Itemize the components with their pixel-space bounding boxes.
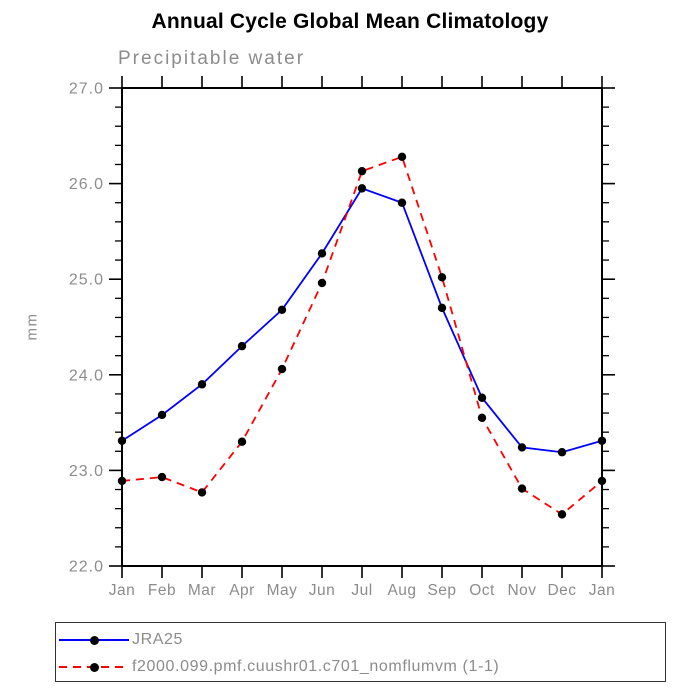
x-tick-label: May	[267, 582, 298, 599]
data-point-marker	[317, 278, 327, 288]
data-point-marker	[517, 443, 527, 452]
x-tick-label: Jan	[109, 582, 136, 599]
data-point-marker	[277, 305, 287, 314]
x-tick-label: Jul	[351, 582, 372, 599]
data-point-marker	[437, 273, 447, 282]
data-point-marker	[157, 410, 167, 420]
data-point-marker	[397, 198, 407, 207]
x-tick-label: Jun	[309, 582, 336, 599]
black-dot-marker-icon	[90, 635, 99, 645]
x-tick-label: Mar	[188, 582, 216, 599]
y-tick-label: 22.0	[69, 559, 104, 576]
chart-subtitle: Precipitable water	[118, 48, 306, 69]
series-line-jra25	[121, 187, 603, 454]
x-tick-label: Sep	[427, 582, 456, 599]
legend-line-sample-solid	[59, 635, 129, 645]
data-point-marker	[117, 476, 127, 486]
data-point-marker	[237, 437, 247, 446]
axis-frame	[121, 87, 603, 567]
x-tick-label: Aug	[387, 582, 416, 599]
data-point-marker	[397, 152, 407, 162]
data-point-marker	[237, 341, 247, 351]
x-tick-label: Dec	[547, 582, 576, 599]
data-point-marker	[597, 476, 607, 486]
legend-line-sample-dashed	[59, 662, 129, 672]
y-tick-label: 23.0	[69, 463, 104, 480]
x-tick-label: Jan	[589, 582, 616, 599]
x-tick-label: Feb	[148, 582, 176, 599]
data-point-marker	[117, 436, 127, 445]
data-point-marker	[437, 303, 447, 313]
data-point-marker	[197, 380, 207, 389]
y-tick-label: 27.0	[69, 81, 104, 98]
data-point-marker	[357, 166, 367, 176]
legend-item-jra25: JRA25	[56, 626, 665, 653]
y-tick-label: 24.0	[69, 367, 104, 384]
x-tick-label: Apr	[229, 582, 255, 599]
data-point-marker	[477, 393, 487, 402]
data-point-marker	[597, 436, 607, 445]
data-point-marker	[197, 488, 207, 497]
x-tick-label: Oct	[469, 582, 495, 599]
data-point-marker	[357, 184, 367, 193]
legend: JRA25 f2000.099.pmf.cuushr01.c701_nomflu…	[55, 622, 666, 682]
legend-item-f2000: f2000.099.pmf.cuushr01.c701_nomflumvm (1…	[56, 653, 665, 680]
y-tick-label: 25.0	[69, 272, 104, 289]
data-point-marker	[317, 249, 327, 258]
legend-label: f2000.099.pmf.cuushr01.c701_nomflumvm (1…	[132, 657, 500, 675]
data-point-marker	[517, 484, 527, 493]
legend-label: JRA25	[132, 630, 184, 648]
data-point-marker	[277, 364, 287, 374]
black-dot-marker-icon	[90, 662, 99, 672]
x-tick-label: Nov	[507, 582, 536, 599]
data-point-marker	[477, 413, 487, 423]
data-point-marker	[157, 472, 167, 482]
data-point-marker	[557, 510, 567, 519]
series-line-f2000	[121, 155, 603, 516]
y-tick-label: 26.0	[69, 176, 104, 193]
data-point-marker	[557, 448, 567, 457]
plot-area: Jan Feb Mar Apr May Jun Jul Aug Sep Oct Nov Dec Jan 2…	[69, 76, 616, 599]
chart-title: Annual Cycle Global Mean Climatology	[151, 10, 549, 33]
